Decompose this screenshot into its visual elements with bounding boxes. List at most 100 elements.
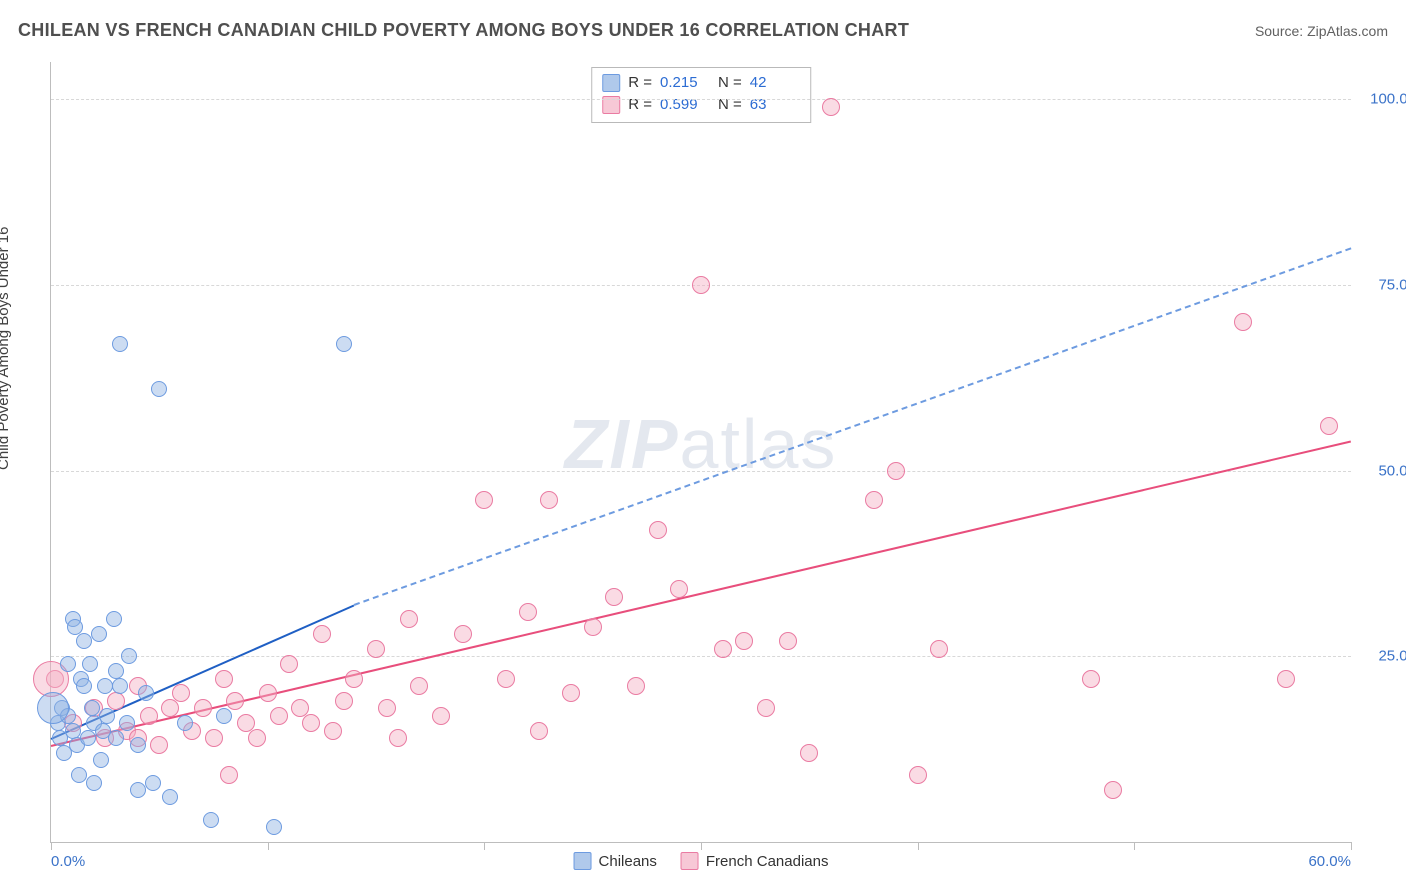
point-french-canadian	[779, 632, 797, 650]
x-tick	[484, 842, 485, 850]
point-chilean	[119, 715, 135, 731]
n-value-pink: 63	[750, 94, 800, 116]
point-french-canadian	[150, 736, 168, 754]
point-chilean-large	[37, 692, 69, 724]
bottom-legend: Chileans French Canadians	[574, 852, 829, 870]
point-french-canadian	[627, 677, 645, 695]
x-tick	[1134, 842, 1135, 850]
gridline	[51, 656, 1351, 657]
point-french-canadian	[530, 722, 548, 740]
point-chilean	[138, 685, 154, 701]
point-chilean	[99, 708, 115, 724]
gridline	[51, 99, 1351, 100]
r-value-blue: 0.215	[660, 72, 710, 94]
point-french-canadian	[215, 670, 233, 688]
y-tick-label: 25.0%	[1361, 648, 1406, 665]
point-chilean	[76, 678, 92, 694]
point-french-canadian	[454, 625, 472, 643]
point-french-canadian	[562, 684, 580, 702]
point-french-canadian	[930, 640, 948, 658]
point-french-canadian	[194, 699, 212, 717]
point-chilean	[93, 752, 109, 768]
swatch-blue-icon	[602, 74, 620, 92]
point-french-canadian	[140, 707, 158, 725]
point-french-canadian	[1320, 417, 1338, 435]
point-french-canadian	[226, 692, 244, 710]
point-french-canadian	[735, 632, 753, 650]
point-chilean	[76, 633, 92, 649]
point-french-canadian	[540, 491, 558, 509]
stats-row-pink: R = 0.599 N = 63	[602, 94, 800, 116]
chart-source: Source: ZipAtlas.com	[1255, 23, 1388, 39]
gridline	[51, 471, 1351, 472]
point-chilean	[108, 663, 124, 679]
y-axis-label: Child Poverty Among Boys Under 16	[0, 227, 12, 470]
x-tick	[1351, 842, 1352, 850]
y-tick-label: 100.0%	[1361, 91, 1406, 108]
x-tick-label: 60.0%	[1308, 853, 1351, 870]
legend-item-french-canadians: French Canadians	[681, 852, 829, 870]
point-chilean	[130, 737, 146, 753]
point-french-canadian	[670, 580, 688, 598]
point-chilean	[266, 819, 282, 835]
point-french-canadian	[205, 729, 223, 747]
source-name: ZipAtlas.com	[1307, 23, 1388, 39]
point-chilean	[106, 611, 122, 627]
chart-zone: Child Poverty Among Boys Under 16 ZIPatl…	[0, 50, 1406, 892]
point-french-canadian	[400, 610, 418, 628]
point-chilean	[84, 700, 100, 716]
point-french-canadian	[335, 692, 353, 710]
point-french-canadian	[692, 276, 710, 294]
point-french-canadian	[584, 618, 602, 636]
scatter-plot: ZIPatlas R = 0.215 N = 42 R = 0.599 N = …	[50, 62, 1351, 843]
point-french-canadian	[378, 699, 396, 717]
point-french-canadian	[519, 603, 537, 621]
point-chilean	[151, 381, 167, 397]
y-tick-label: 50.0%	[1361, 462, 1406, 479]
point-chilean	[65, 723, 81, 739]
x-tick	[918, 842, 919, 850]
point-french-canadian	[605, 588, 623, 606]
point-french-canadian	[497, 670, 515, 688]
legend-label-french-canadians: French Canadians	[706, 853, 829, 870]
x-tick	[268, 842, 269, 850]
point-chilean	[121, 648, 137, 664]
y-tick-label: 75.0%	[1361, 276, 1406, 293]
stats-legend-box: R = 0.215 N = 42 R = 0.599 N = 63	[591, 67, 811, 123]
point-chilean	[60, 656, 76, 672]
point-french-canadian	[410, 677, 428, 695]
r-label: R =	[628, 94, 652, 116]
point-french-canadian	[865, 491, 883, 509]
point-chilean	[71, 767, 87, 783]
point-french-canadian	[172, 684, 190, 702]
point-french-canadian	[248, 729, 266, 747]
x-tick-label: 0.0%	[51, 853, 85, 870]
watermark: ZIPatlas	[565, 404, 838, 484]
point-chilean	[91, 626, 107, 642]
point-french-canadian	[822, 98, 840, 116]
point-french-canadian	[432, 707, 450, 725]
point-french-canadian	[475, 491, 493, 509]
point-french-canadian	[1277, 670, 1295, 688]
point-french-canadian	[313, 625, 331, 643]
stats-row-blue: R = 0.215 N = 42	[602, 72, 800, 94]
r-value-pink: 0.599	[660, 94, 710, 116]
point-chilean	[112, 336, 128, 352]
point-french-canadian	[1104, 781, 1122, 799]
point-french-canadian	[757, 699, 775, 717]
point-chilean	[336, 336, 352, 352]
r-label: R =	[628, 72, 652, 94]
point-french-canadian	[649, 521, 667, 539]
point-chilean	[216, 708, 232, 724]
point-french-canadian	[1082, 670, 1100, 688]
chart-title: CHILEAN VS FRENCH CANADIAN CHILD POVERTY…	[18, 20, 909, 41]
x-tick	[51, 842, 52, 850]
x-tick	[701, 842, 702, 850]
point-french-canadian	[345, 670, 363, 688]
point-chilean	[112, 678, 128, 694]
point-french-canadian	[280, 655, 298, 673]
point-chilean	[86, 775, 102, 791]
point-chilean	[177, 715, 193, 731]
trend-line-pink	[51, 441, 1351, 748]
point-chilean	[82, 656, 98, 672]
